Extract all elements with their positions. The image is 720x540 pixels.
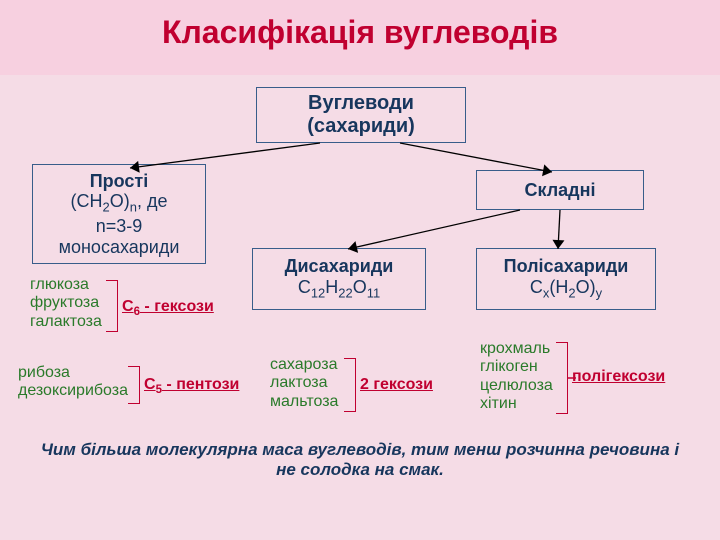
group-label: С6 - гексози [122,298,214,318]
node-complex: Складні [476,170,644,210]
node-simple: Прості(СН2О)n, деn=3-9моносахариди [32,164,206,264]
footnote-text: Чим більша молекулярна маса вуглеводів, … [40,440,680,480]
group-label: 2 гексози [360,376,433,394]
bracket [128,366,140,404]
bracket [106,280,118,332]
group-label: полігексози [572,368,665,386]
bracket [344,358,356,412]
example-list: сахарозалактозамальтоза [270,356,338,411]
example-list: крохмальглікогенцелюлозахітин [480,340,553,414]
example-list: глюкозафруктозагалактоза [30,276,102,331]
bracket [556,342,568,414]
node-disaccharides: ДисахаридиС12Н22О11 [252,248,426,310]
slide-title: Класифікація вуглеводів [0,14,720,51]
group-label: С5 - пентози [144,376,239,396]
node-root-carbohydrates: Вуглеводи(сахариди) [256,87,466,143]
node-polysaccharides: ПолісахаридиСx(Н2О)y [476,248,656,310]
example-list: рибозадезоксирибоза [18,364,128,401]
slide-root: Класифікація вуглеводів Вуглеводи(сахари… [0,0,720,540]
